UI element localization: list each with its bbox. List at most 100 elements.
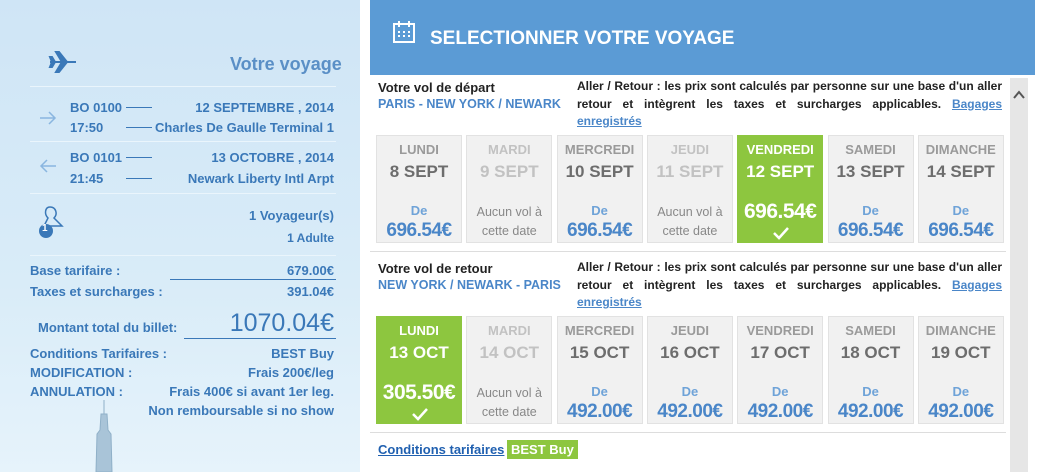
day-card: MARDI 14 OCT Aucun vol à cette date xyxy=(466,316,553,424)
day-card[interactable]: LUNDI 8 SEPT De 696.54€ xyxy=(376,135,462,243)
baggage-link[interactable]: Bagages enregistrés xyxy=(577,277,1002,310)
day-name: VENDREDI xyxy=(746,142,814,157)
total-value: 1070.04€ xyxy=(229,309,334,337)
conditions-link[interactable]: Conditions tarifaires xyxy=(378,442,505,457)
no-flight: Aucun vol à cette date xyxy=(657,205,723,238)
airport: Charles De Gaulle Terminal 1 xyxy=(155,120,334,135)
trip-summary: Votre voyage BO 0100 17:50 12 SEPTEMBRE … xyxy=(0,0,360,472)
price: 305.50€ xyxy=(382,381,456,404)
taxes-label: Taxes et surcharges : xyxy=(30,284,163,299)
condition-label: MODIFICATION : xyxy=(30,365,133,380)
day-name: MARDI xyxy=(487,142,531,157)
section-heading: Votre vol de départ xyxy=(378,80,495,95)
check xyxy=(773,227,790,240)
day-card[interactable]: MERCREDI 15 OCT De 492.00€ xyxy=(556,316,643,424)
day-name: DIMANCHE xyxy=(925,142,996,157)
condition-value: Non remboursable si no show xyxy=(148,403,334,418)
no-flight: Aucun vol à cette date xyxy=(476,386,542,419)
day-date: 13 OCT xyxy=(389,343,449,362)
day-date: 17 OCT xyxy=(750,343,810,362)
day-card[interactable]: DIMANCHE 14 SEPT De 696.54€ xyxy=(917,135,1004,243)
condition-label: ANNULATION : xyxy=(30,384,123,399)
day-card[interactable]: MERCREDI 10 SEPT De 696.54€ xyxy=(556,135,643,243)
price: 492.00€ xyxy=(747,401,814,422)
scrollbar[interactable] xyxy=(1010,78,1028,472)
traveler-icon xyxy=(39,206,64,238)
day-date: 11 SEPT xyxy=(656,162,724,181)
day-card: JEUDI 11 SEPT Aucun vol à cette date xyxy=(646,135,733,243)
condition-value: Frais 200€/leg xyxy=(248,365,334,380)
day-card[interactable]: SAMEDI 18 OCT De 492.00€ xyxy=(827,316,914,424)
day-card[interactable]: LUNDI 13 OCT 305.50€ xyxy=(376,316,462,424)
day-name: DIMANCHE xyxy=(925,323,996,338)
from: De xyxy=(952,384,970,399)
day-card: MARDI 9 SEPT Aucun vol à cette date xyxy=(466,135,553,243)
arrow-right xyxy=(40,111,57,125)
day-date: 10 SEPT xyxy=(565,162,634,181)
day-card[interactable]: DIMANCHE 19 OCT De 492.00€ xyxy=(917,316,1004,424)
price: 696.54€ xyxy=(567,220,633,241)
total-label: Montant total du billet: xyxy=(38,320,178,335)
day-date: 9 SEPT xyxy=(480,162,539,181)
date: 12 SEPTEMBRE , 2014 xyxy=(195,100,334,115)
from: De xyxy=(410,203,428,218)
price: 492.00€ xyxy=(567,401,633,422)
base-label: Base tarifaire : xyxy=(30,263,121,278)
section-route: PARIS - NEW YORK / NEWARK xyxy=(378,97,561,111)
traveler-type: 1 Adulte xyxy=(287,231,334,245)
from: De xyxy=(591,384,608,399)
condition-label: Conditions Tarifaires : xyxy=(30,346,167,361)
day-name: VENDREDI xyxy=(746,323,814,338)
day-name: MARDI xyxy=(487,323,531,338)
price: 492.00€ xyxy=(657,401,723,422)
time: 17:50 xyxy=(70,120,104,135)
taxes-value: 391.04€ xyxy=(287,284,334,299)
traveler-badge: 1 xyxy=(42,223,48,234)
info-text: Aller / Retour : les prix sont calculés … xyxy=(577,79,1002,111)
day-name: MERCREDI xyxy=(564,142,635,157)
baggage-link[interactable]: Bagages enregistrés xyxy=(577,96,1002,129)
from: De xyxy=(771,384,789,399)
from: De xyxy=(862,203,879,218)
day-card[interactable]: SAMEDI 13 SEPT De 696.54€ xyxy=(827,135,914,243)
airport: Newark Liberty Intl Arpt xyxy=(187,171,334,186)
day-date: 16 OCT xyxy=(660,343,720,362)
day-name: JEUDI xyxy=(670,142,710,157)
day-date: 19 OCT xyxy=(931,343,991,362)
day-card[interactable]: JEUDI 16 OCT De 492.00€ xyxy=(646,316,733,424)
price: 696.54€ xyxy=(743,200,817,223)
flight: BO 0100 xyxy=(70,100,123,115)
day-name: MERCREDI xyxy=(564,323,635,338)
day-name: LUNDI xyxy=(399,142,439,157)
summary-title: Votre voyage xyxy=(230,54,342,74)
price: 696.54€ xyxy=(837,220,904,241)
day-name: JEUDI xyxy=(670,323,710,338)
day-card[interactable]: VENDREDI 12 SEPT 696.54€ xyxy=(737,135,824,243)
section-info: Aller / Retour : les prix sont calculés … xyxy=(577,259,1002,312)
condition-value: Frais 400€ si avant 1er leg. xyxy=(169,384,334,399)
condition-value: BEST Buy xyxy=(271,346,334,361)
info-text: Aller / Retour : les prix sont calculés … xyxy=(577,260,1002,292)
selection: SELECTIONNER VOTRE VOYAGE Conditions tar… xyxy=(370,0,1038,472)
calendar-icon xyxy=(393,21,415,43)
check xyxy=(412,408,428,421)
from: De xyxy=(862,384,879,399)
plane-icon xyxy=(48,51,76,73)
day-date: 15 OCT xyxy=(569,343,630,362)
from: De xyxy=(952,203,970,218)
conditions-badge: BEST Buy xyxy=(507,440,578,459)
day-date: 18 OCT xyxy=(840,343,901,362)
header-bar: SELECTIONNER VOTRE VOYAGE xyxy=(370,0,1035,75)
arrow-left xyxy=(39,159,56,173)
day-card[interactable]: VENDREDI 17 OCT De 492.00€ xyxy=(737,316,824,424)
flight: BO 0101 xyxy=(70,150,123,165)
date: 13 OCTOBRE , 2014 xyxy=(211,150,334,165)
building xyxy=(95,400,113,472)
day-date: 13 SEPT xyxy=(836,162,905,181)
no-flight: Aucun vol à cette date xyxy=(476,205,542,238)
price: 696.54€ xyxy=(386,220,452,241)
day-date: 14 SEPT xyxy=(926,162,995,181)
selection-title: SELECTIONNER VOTRE VOYAGE xyxy=(430,28,735,49)
day-date: 12 SEPT xyxy=(746,162,815,181)
